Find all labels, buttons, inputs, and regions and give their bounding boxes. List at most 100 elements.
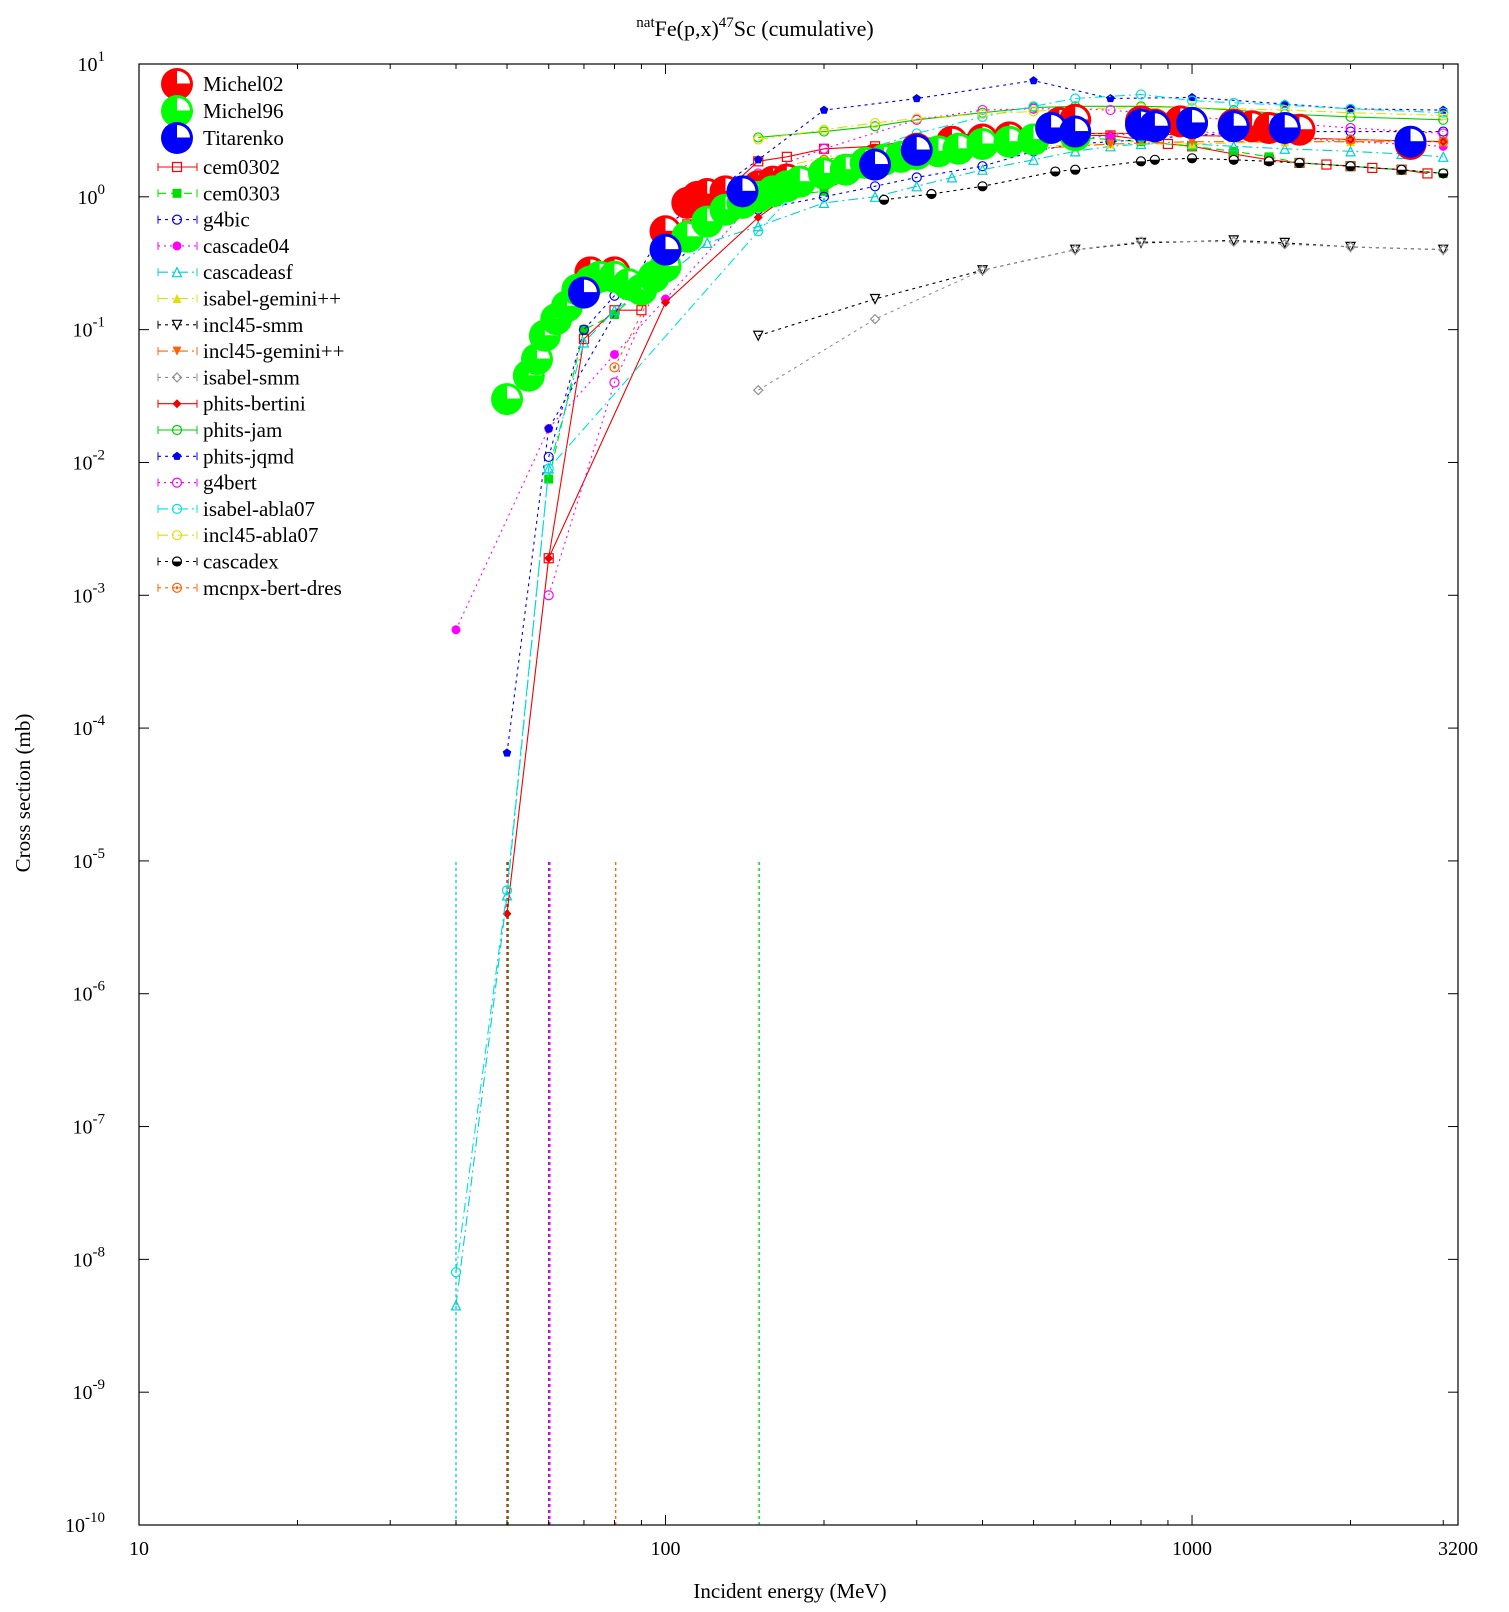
point-phits-bertini xyxy=(753,212,763,222)
point-cascadeasf xyxy=(578,336,590,348)
series-incl45-abla07 xyxy=(753,102,1449,145)
point-cascadex xyxy=(1294,157,1305,169)
y-tick-label: 10-1 xyxy=(73,315,106,342)
title-prefix: nat xyxy=(636,15,655,31)
y-tick-label: 10-8 xyxy=(73,1244,106,1271)
legend-entry-g4bic: g4bic xyxy=(157,208,250,232)
series-line-g4bic xyxy=(548,131,1444,458)
point-phits-jqmd xyxy=(912,94,921,103)
legend-entry-Michel02: Michel02 xyxy=(161,68,283,100)
point-cascadeasf xyxy=(1279,142,1291,154)
point-phits-jam xyxy=(1438,114,1449,125)
point-cascadex xyxy=(1263,156,1275,167)
point-incl45-abla07 xyxy=(977,108,988,120)
point-isabel-abla07 xyxy=(450,1267,462,1278)
point-cascadex xyxy=(977,181,988,192)
exp-point-Titarenko xyxy=(1059,115,1092,148)
point-phits-jqmd xyxy=(754,155,763,164)
legend-label-cascadex: cascadex xyxy=(203,550,279,574)
legend-label-g4bert: g4bert xyxy=(203,471,257,495)
point-g4bic xyxy=(543,451,554,463)
point-incl45-smm xyxy=(752,330,764,342)
point-incl45-smm xyxy=(1135,237,1147,249)
exp-point-Titarenko xyxy=(859,148,892,181)
series-line-isabel-abla07 xyxy=(455,93,1444,1273)
point-cascadeasf xyxy=(450,1299,462,1311)
point-isabel-abla07 xyxy=(1070,93,1081,104)
series-isabel-smm xyxy=(752,236,1449,396)
point-incl45-abla07 xyxy=(1028,106,1039,117)
point-cascadeasf xyxy=(911,180,923,192)
point-cem0303 xyxy=(579,325,589,335)
point-cascadeasf xyxy=(1069,145,1081,157)
series-line-cascadeasf xyxy=(455,143,1444,1306)
point-isabel-smm xyxy=(1437,244,1449,256)
point-incl45-smm xyxy=(869,293,881,305)
svg-text:natFe(p,x)47Sc (cumulative): natFe(p,x)47Sc (cumulative) xyxy=(636,15,873,41)
y-tick-label: 10-5 xyxy=(73,846,106,873)
legend-marker-incl45-gemini++ xyxy=(172,346,182,356)
x-tick-label: 100 xyxy=(651,1538,681,1560)
legend-entry-g4bert: g4bert xyxy=(157,471,257,495)
point-cem0302 xyxy=(1422,168,1433,179)
point-cascadex xyxy=(1186,153,1198,164)
point-cascadex xyxy=(1149,154,1160,165)
series-phits-jqmd xyxy=(502,76,1448,757)
point-incl45-gemini++ xyxy=(1105,139,1115,149)
legend-label-incl45-abla07: incl45-abla07 xyxy=(203,523,318,547)
point-isabel-abla07 xyxy=(753,226,764,237)
legend-entry-cascade04: cascade04 xyxy=(157,234,290,258)
point-cascadex xyxy=(1070,164,1081,175)
legend-marker-mcnpx-bert-dres xyxy=(171,582,183,593)
point-g4bic xyxy=(977,161,988,172)
legend-label-cem0302: cem0302 xyxy=(203,155,280,179)
series-cem0303 xyxy=(544,132,1448,484)
tick-labels: 10 100 1000 3200 10-10 10-9 10-8 10-7 10-6 10-5 10… xyxy=(65,49,1478,1560)
axes xyxy=(138,63,1459,1526)
point-g4bert xyxy=(1105,104,1116,116)
point-cascadex xyxy=(878,194,890,205)
point-cascadex xyxy=(1050,166,1061,177)
legend-marker-cascadeasf xyxy=(171,266,183,278)
point-g4bert xyxy=(543,590,554,601)
legend-label-Titarenko: Titarenko xyxy=(203,126,284,150)
series-line-cascadex xyxy=(883,157,1444,201)
point-cascadeasf xyxy=(977,163,988,175)
exp-point-Titarenko xyxy=(726,175,759,208)
point-incl45-abla07 xyxy=(753,134,764,145)
point-mcnpx-bert-dres xyxy=(609,362,620,373)
point-cascadex xyxy=(1228,154,1239,165)
point-phits-jqmd xyxy=(502,748,512,757)
legend-marker-phits-jam xyxy=(171,424,183,436)
point-cascade04 xyxy=(1105,130,1115,140)
point-phits-jqmd xyxy=(1106,94,1115,103)
y-tick-label: 100 xyxy=(78,182,106,209)
point-isabel-smm xyxy=(869,313,881,325)
exp-point-Titarenko xyxy=(1217,110,1250,143)
legend-label-g4bic: g4bic xyxy=(203,208,250,232)
legend-marker-cascadex xyxy=(171,556,183,567)
plot-frame xyxy=(138,63,1459,1526)
y-tick-label: 10-4 xyxy=(73,713,106,740)
point-g4bert xyxy=(609,377,620,388)
legend-label-isabel-gemini++: isabel-gemini++ xyxy=(203,287,341,311)
point-cem0302 xyxy=(781,151,792,162)
legend-label-Michel96: Michel96 xyxy=(203,99,283,123)
legend-label-incl45-gemini++: incl45-gemini++ xyxy=(203,339,345,363)
legend-entry-incl45-smm: incl45-smm xyxy=(157,313,303,337)
point-isabel-smm xyxy=(752,384,764,396)
legend-marker-isabel-gemini++ xyxy=(172,294,182,303)
point-isabel-abla07 xyxy=(501,885,513,896)
legend-entry-isabel-smm: isabel-smm xyxy=(157,365,300,389)
legend-marker-incl45-smm xyxy=(171,319,183,331)
series-line-phits-jqmd xyxy=(506,80,1444,753)
point-incl45-abla07 xyxy=(1345,107,1356,118)
point-g4bert xyxy=(1028,103,1039,114)
legend-marker-Michel02 xyxy=(161,68,193,100)
series-line-phits-bertini xyxy=(506,132,1444,914)
point-incl45-smm xyxy=(1228,235,1240,247)
legend-marker-isabel-abla07 xyxy=(171,503,183,514)
series-line-mcnpx-bert-dres xyxy=(614,132,1444,368)
point-phits-jqmd xyxy=(1187,92,1197,102)
